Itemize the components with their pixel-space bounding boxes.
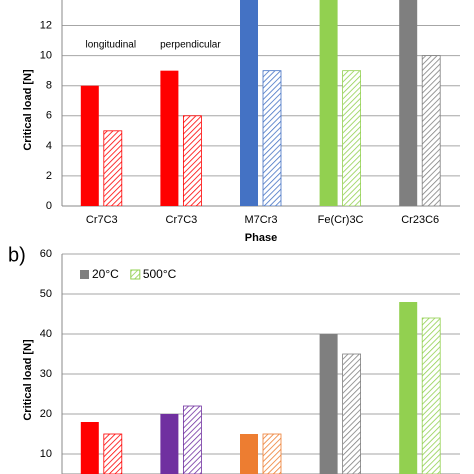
- bar: [182, 115, 202, 206]
- bar: [342, 353, 362, 474]
- bar: [160, 70, 179, 206]
- bar: [421, 55, 441, 206]
- y-tick-label: 8: [46, 80, 52, 92]
- legend-swatch: [80, 270, 89, 279]
- bar: [103, 130, 123, 206]
- y-tick-label: 6: [46, 110, 52, 122]
- y-axis-label: Critical load [N]: [22, 69, 34, 151]
- bar: [262, 70, 282, 206]
- bar: [182, 405, 202, 474]
- y-tick-label: 10: [40, 448, 52, 460]
- x-axis-label: Phase: [245, 232, 277, 244]
- bar: [399, 0, 418, 206]
- y-tick-label: 40: [40, 328, 52, 340]
- bar: [319, 334, 338, 474]
- bar: [80, 85, 99, 206]
- legend-label: 500°C: [143, 267, 177, 281]
- y-tick-label: 2: [46, 170, 52, 182]
- bar: [160, 414, 179, 474]
- bars: [80, 0, 441, 206]
- y-tick-label: 30: [40, 368, 52, 380]
- bar: [262, 433, 282, 474]
- bar: [240, 434, 258, 474]
- bar: [80, 422, 99, 474]
- x-tick-label: Cr7C3: [166, 214, 198, 226]
- y-tick-label: 4: [46, 140, 52, 152]
- bar: [319, 0, 338, 206]
- annotation: longitudinal: [85, 40, 136, 51]
- y-tick-label: 50: [40, 288, 52, 300]
- panel-label: b): [8, 244, 26, 266]
- legend-label: 20°C: [92, 267, 119, 281]
- y-axis-label: Critical load [N]: [22, 339, 34, 421]
- bar: [240, 0, 258, 206]
- bar: [421, 317, 441, 474]
- x-tick-label: Cr23C6: [401, 214, 439, 226]
- x-tick-label: M7Cr3: [244, 214, 277, 226]
- y-tick-label: 20: [40, 408, 52, 420]
- x-tick-label: Cr7C3: [86, 214, 118, 226]
- legend-swatch: [130, 269, 141, 280]
- bar: [399, 302, 418, 474]
- y-tick-label: 0: [46, 200, 52, 212]
- y-tick-label: 12: [40, 19, 52, 31]
- bar: [342, 70, 362, 206]
- annotation: perpendicular: [160, 40, 221, 51]
- y-tick-label: 60: [40, 248, 52, 260]
- bar: [103, 433, 123, 474]
- x-tick-label: Fe(Cr)3C: [318, 214, 364, 226]
- bars: [80, 302, 441, 474]
- y-tick-label: 10: [40, 50, 52, 62]
